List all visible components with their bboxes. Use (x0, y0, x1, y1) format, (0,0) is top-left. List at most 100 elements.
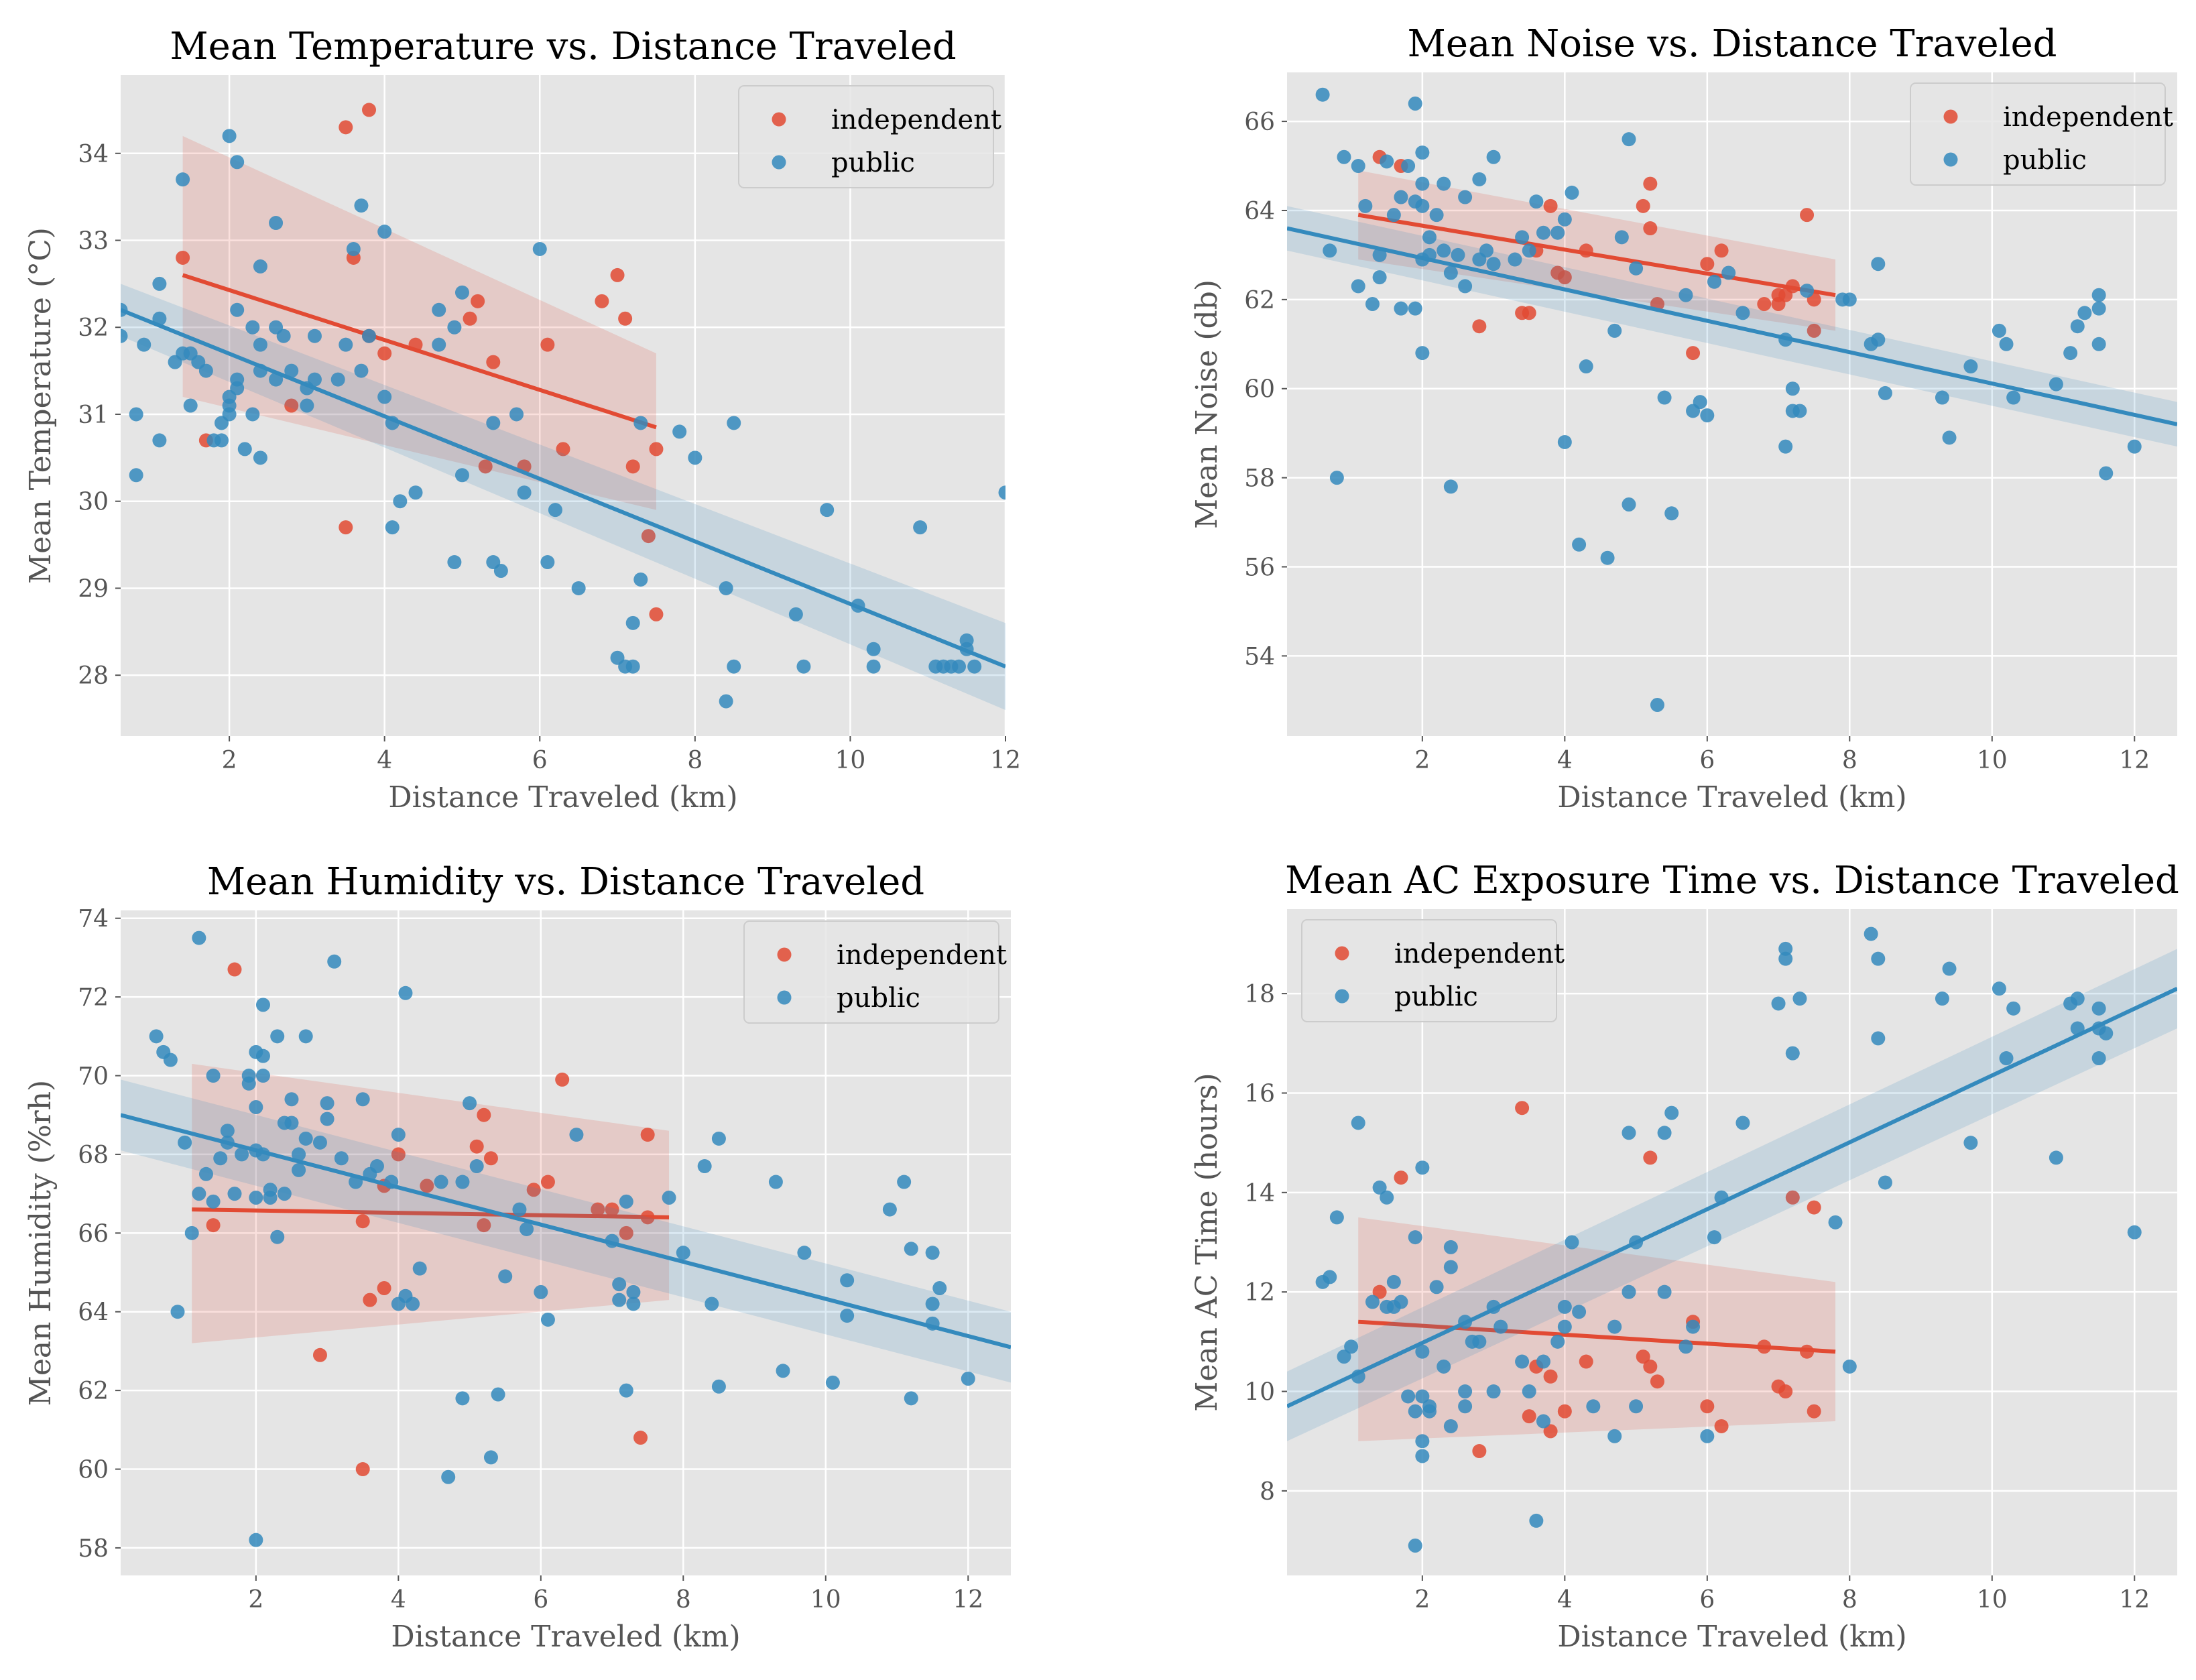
series-layer (121, 931, 1011, 1547)
public-point (270, 1029, 285, 1044)
independent-point (339, 520, 353, 535)
y-tick-label: 16 (1244, 1080, 1275, 1107)
public-point (206, 1069, 221, 1083)
public-point (619, 1383, 633, 1398)
x-tick-label: 8 (1842, 1586, 1857, 1614)
public-point (192, 1187, 206, 1201)
series-layer (121, 103, 1005, 711)
public-point (1422, 230, 1437, 245)
public-point (2049, 1150, 2063, 1165)
legend: independent public (1910, 82, 2173, 186)
public-point (1565, 1235, 1579, 1250)
y-tick-label: 34 (78, 141, 109, 168)
public-point (840, 1273, 855, 1288)
x-tick-label: 12 (990, 747, 1021, 774)
public-point (1508, 252, 1522, 267)
x-axis-label: Distance Traveled (km) (391, 1620, 740, 1654)
legend-box (1910, 82, 2166, 186)
public-point (1992, 323, 2006, 338)
public-point (434, 1175, 448, 1189)
public-point (1607, 1429, 1622, 1443)
public-point (512, 1202, 527, 1217)
public-point (249, 1190, 263, 1205)
x-tick-label: 4 (1557, 1586, 1573, 1614)
independent-point (641, 529, 656, 544)
y-axis-label: Mean Noise (db) (1190, 280, 1224, 529)
public-point (486, 416, 501, 430)
public-point (1778, 951, 1793, 966)
public-point (796, 659, 811, 674)
public-point (1735, 306, 1750, 320)
independent-point (1472, 1444, 1487, 1459)
public-point (447, 320, 462, 335)
public-point (1415, 1344, 1430, 1359)
public-point (2077, 306, 2092, 320)
public-point (1415, 1449, 1430, 1463)
public-point (408, 485, 423, 500)
independent-point (486, 355, 501, 369)
independent-point (618, 311, 633, 326)
independent-point (1778, 1384, 1793, 1399)
independent-confidence-band (1358, 1217, 1836, 1441)
public-point (307, 372, 322, 387)
public-point (626, 1284, 641, 1299)
independent-point (377, 1281, 391, 1296)
public-point (330, 372, 345, 387)
public-point (178, 1135, 192, 1150)
independent-point (625, 459, 640, 474)
public-point (137, 337, 151, 352)
public-point (1372, 1180, 1387, 1195)
public-confidence-band (121, 284, 1005, 711)
public-point (2099, 466, 2114, 481)
public-point (149, 1029, 164, 1044)
public-point (298, 1029, 313, 1044)
independent-point (555, 1072, 570, 1087)
public-point (253, 259, 267, 274)
public-point (1351, 279, 1365, 294)
public-point (612, 1293, 627, 1307)
independent-point (1522, 306, 1536, 320)
x-tick-label: 2 (1414, 1586, 1430, 1614)
y-axis-label: Mean AC Time (hours) (1190, 1073, 1224, 1411)
independent-point (649, 442, 664, 457)
public-point (455, 1391, 470, 1406)
public-point (355, 1092, 370, 1107)
public-point (1386, 208, 1401, 223)
y-tick-label: 12 (1244, 1279, 1275, 1307)
public-regression-line (1287, 986, 2177, 1408)
public-point (1629, 1399, 1644, 1414)
series-layer (1287, 87, 2177, 712)
public-point (412, 1261, 427, 1276)
independent-legend-marker (1943, 109, 1958, 124)
public-point (1600, 550, 1615, 565)
public-point (255, 998, 270, 1012)
public-point (206, 1194, 221, 1209)
y-tick-label: 74 (78, 906, 109, 933)
public-point (612, 1277, 627, 1292)
public-point (1864, 926, 1878, 941)
independent-point (1714, 1419, 1729, 1433)
public-point (1394, 190, 1408, 204)
public-point (129, 407, 143, 422)
public-point (230, 381, 245, 396)
public-point (152, 433, 167, 448)
x-tick-label: 12 (2119, 1586, 2150, 1614)
legend: independent public (738, 85, 1001, 188)
independent-point (339, 120, 353, 135)
public-point (454, 468, 469, 483)
independent-point (377, 346, 392, 361)
public-point (768, 1175, 783, 1189)
public-point (1329, 471, 1344, 485)
public-point (1942, 961, 1957, 976)
x-tick-label: 10 (835, 747, 866, 774)
y-tick-label: 66 (1244, 109, 1275, 136)
x-tick-label: 6 (532, 747, 548, 774)
public-point (1536, 1414, 1550, 1429)
public-point (1586, 1399, 1601, 1414)
public-point (320, 1096, 334, 1111)
public-point (1408, 1230, 1422, 1245)
public-point (1557, 212, 1572, 227)
public-point (441, 1469, 456, 1484)
public-point (121, 328, 128, 343)
public-point (1323, 1270, 1337, 1284)
